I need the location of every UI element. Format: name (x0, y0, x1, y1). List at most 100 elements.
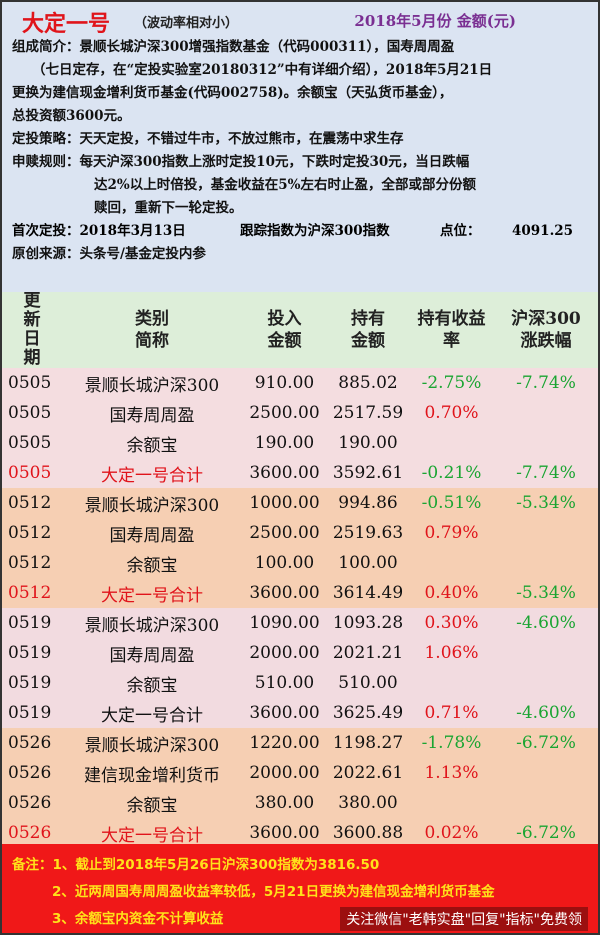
row-index-change (494, 788, 598, 818)
rules-line-1: 申赎规则：每天沪深300指数上涨时定投10元，下跌时定投30元，当日跌幅 (12, 154, 470, 170)
row-hold-amount: 510.00 (327, 668, 409, 698)
row-return-rate: -0.51% (409, 488, 494, 518)
row-index-change: -6.72% (494, 818, 598, 848)
row-invest-amount: 380.00 (242, 788, 327, 818)
row-date: 0505 (2, 428, 62, 458)
notes-panel: 备注：1、截止到2018年5月26日沪深300指数为3816.50 2、近两周国… (2, 844, 598, 933)
info-panel: 大定一号 （波动率相对小） 2018年5月份 金额(元) 组成简介：景顺长城沪深… (2, 2, 598, 292)
row-date: 0526 (2, 818, 62, 848)
title-row: 大定一号 （波动率相对小） 2018年5月份 金额(元) (12, 2, 588, 37)
brand-subtitle: （波动率相对小） (134, 16, 239, 31)
row-index-change: -7.74% (494, 368, 598, 398)
row-index-change: -4.60% (494, 608, 598, 638)
row-invest-amount: 190.00 (242, 428, 327, 458)
table-row: 0526 余额宝 380.00 380.00 (2, 788, 598, 818)
row-date: 0505 (2, 398, 62, 428)
row-hold-amount: 3614.49 (327, 578, 409, 608)
period-label: 2018年5月份 金额(元) (354, 12, 516, 30)
row-date: 0505 (2, 368, 62, 398)
holdings-table: 更新日期 类别简称 投入金额 持有金额 持有收益率 沪深300涨跌幅 0505 景… (2, 292, 598, 848)
table-row: 0526 景顺长城沪深300 1220.00 1198.27 -1.78% -6.72% (2, 728, 598, 758)
header-index: 沪深300涨跌幅 (494, 292, 598, 368)
row-date: 0519 (2, 608, 62, 638)
row-return-rate: 0.79% (409, 518, 494, 548)
row-return-rate: 1.06% (409, 638, 494, 668)
row-index-change: -5.34% (494, 488, 598, 518)
rules-line-2: 达2%以上时倍投，基金收益在5%左右时止盈，全部或部分份额 (94, 177, 476, 193)
row-invest-amount: 1000.00 (242, 488, 327, 518)
row-date: 0512 (2, 518, 62, 548)
row-index-change: -5.34% (494, 578, 598, 608)
tracking-index: 跟踪指数为沪深300指数 (240, 223, 390, 239)
intro-line-4: 总投资额3600元。 (12, 108, 131, 124)
row-fund-name: 景顺长城沪深300 (62, 608, 242, 638)
row-date: 0512 (2, 578, 62, 608)
row-invest-amount: 3600.00 (242, 458, 327, 488)
row-date: 0512 (2, 548, 62, 578)
point-value: 4091.25 (512, 223, 574, 239)
table-row: 0512 大定一号合计 3600.00 3614.49 0.40% -5.34% (2, 578, 598, 608)
row-invest-amount: 3600.00 (242, 818, 327, 848)
row-hold-amount: 380.00 (327, 788, 409, 818)
row-fund-name: 景顺长城沪深300 (62, 368, 242, 398)
row-invest-amount: 100.00 (242, 548, 327, 578)
row-fund-name: 国寿周周盈 (62, 398, 242, 428)
intro-line-2: （七日定存，在“定投实验室20180312”中有详细介绍），2018年5月21日 (32, 62, 493, 78)
row-fund-name: 国寿周周盈 (62, 638, 242, 668)
intro-line-3: 更换为建信现金增利货币基金(代码002758)。余额宝（天弘货币基金）， (12, 85, 453, 101)
row-return-rate (409, 428, 494, 458)
row-hold-amount: 885.02 (327, 368, 409, 398)
row-hold-amount: 3600.88 (327, 818, 409, 848)
row-hold-amount: 2022.61 (327, 758, 409, 788)
strategy-line: 定投策略：天天定投，不错过牛市，不放过熊市，在震荡中求生存 (12, 131, 404, 147)
row-fund-name: 余额宝 (62, 788, 242, 818)
row-date: 0505 (2, 458, 62, 488)
row-return-rate: 0.40% (409, 578, 494, 608)
row-date: 0512 (2, 488, 62, 518)
point-label: 点位： (440, 223, 481, 239)
first-investment-row: 首次定投：2018年3月13日 跟踪指数为沪深300指数 点位： 4091.25 (12, 220, 588, 243)
row-fund-name: 建信现金增利货币 (62, 758, 242, 788)
row-invest-amount: 910.00 (242, 368, 327, 398)
brand-title: 大定一号 (22, 11, 111, 37)
row-fund-name: 国寿周周盈 (62, 518, 242, 548)
row-return-rate (409, 668, 494, 698)
row-date: 0519 (2, 698, 62, 728)
row-hold-amount: 994.86 (327, 488, 409, 518)
table-row: 0505 大定一号合计 3600.00 3592.61 -0.21% -7.74% (2, 458, 598, 488)
row-hold-amount: 190.00 (327, 428, 409, 458)
row-date: 0519 (2, 638, 62, 668)
row-fund-name: 余额宝 (62, 548, 242, 578)
row-index-change: -6.72% (494, 728, 598, 758)
row-hold-amount: 1093.28 (327, 608, 409, 638)
row-return-rate: -1.78% (409, 728, 494, 758)
row-fund-name: 景顺长城沪深300 (62, 728, 242, 758)
table-row: 0512 国寿周周盈 2500.00 2519.63 0.79% (2, 518, 598, 548)
table-row: 0505 国寿周周盈 2500.00 2517.59 0.70% (2, 398, 598, 428)
row-fund-name: 余额宝 (62, 428, 242, 458)
row-date: 0526 (2, 788, 62, 818)
row-return-rate: 1.13% (409, 758, 494, 788)
row-hold-amount: 100.00 (327, 548, 409, 578)
holdings-table-area: 更新日期 类别简称 投入金额 持有金额 持有收益率 沪深300涨跌幅 0505 景… (2, 292, 598, 848)
table-row: 0519 国寿周周盈 2000.00 2021.21 1.06% (2, 638, 598, 668)
row-return-rate: -0.21% (409, 458, 494, 488)
row-date: 0526 (2, 758, 62, 788)
row-invest-amount: 2500.00 (242, 518, 327, 548)
header-name: 类别简称 (62, 292, 242, 368)
row-index-change (494, 398, 598, 428)
note-1: 备注：1、截止到2018年5月26日沪深300指数为3816.50 (12, 857, 380, 873)
row-fund-name: 大定一号合计 (62, 818, 242, 848)
row-index-change: -4.60% (494, 698, 598, 728)
row-index-change (494, 758, 598, 788)
table-row: 0526 建信现金增利货币 2000.00 2022.61 1.13% (2, 758, 598, 788)
table-row: 0519 景顺长城沪深300 1090.00 1093.28 0.30% -4.60% (2, 608, 598, 638)
row-return-rate (409, 788, 494, 818)
row-fund-name: 大定一号合计 (62, 458, 242, 488)
row-index-change (494, 668, 598, 698)
watermark-text: 关注微信"老韩实盘"回复"指标"免费领 (340, 907, 588, 931)
note-2: 2、近两周国寿周周盈收益率较低，5月21日更换为建信现金增利货币基金 (52, 884, 495, 900)
table-row: 0505 余额宝 190.00 190.00 (2, 428, 598, 458)
table-row: 0519 大定一号合计 3600.00 3625.49 0.71% -4.60% (2, 698, 598, 728)
